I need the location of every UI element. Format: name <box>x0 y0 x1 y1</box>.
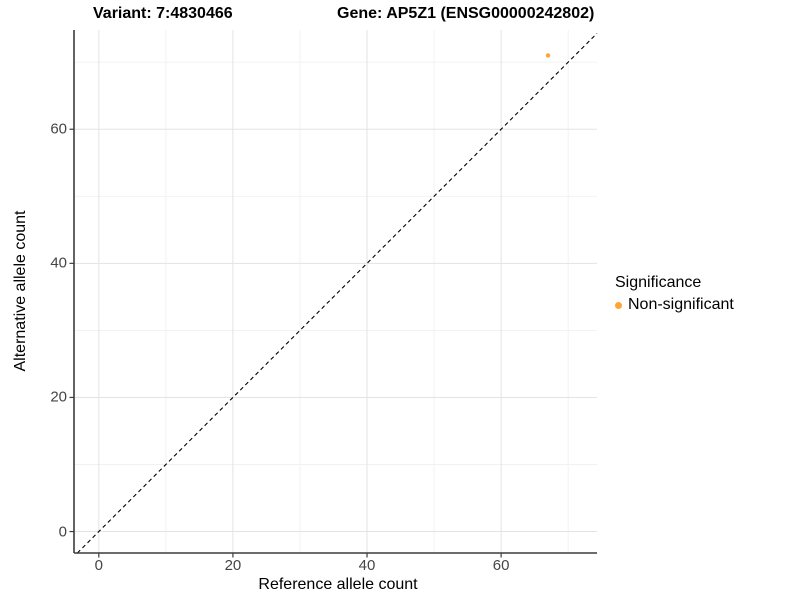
plot-title-gene: Gene: AP5Z1 (ENSG00000242802) <box>337 5 595 22</box>
x-tick-label: 40 <box>358 557 376 574</box>
plot-title-variant: Variant: 7:4830466 <box>93 5 233 22</box>
x-axis-title: Reference allele count <box>258 576 418 593</box>
y-tick-label: 20 <box>50 388 67 406</box>
legend: Significance Non-significant <box>615 274 734 314</box>
identity-reference-line <box>76 32 598 554</box>
legend-title: Significance <box>615 274 702 291</box>
legend-entry: Non-significant <box>615 296 734 314</box>
y-axis-title: Alternative allele count <box>12 210 29 372</box>
y-tick-label: 60 <box>50 120 67 138</box>
x-tick-label: 0 <box>94 557 103 574</box>
data-point <box>545 53 551 58</box>
y-tick-label: 0 <box>58 523 67 541</box>
point-marker-icon <box>615 301 622 309</box>
legend-entry-label: Non-significant <box>628 296 734 313</box>
x-tick-label: 20 <box>224 557 242 574</box>
y-tick-label: 40 <box>50 254 67 272</box>
x-tick-label: 60 <box>492 557 510 574</box>
